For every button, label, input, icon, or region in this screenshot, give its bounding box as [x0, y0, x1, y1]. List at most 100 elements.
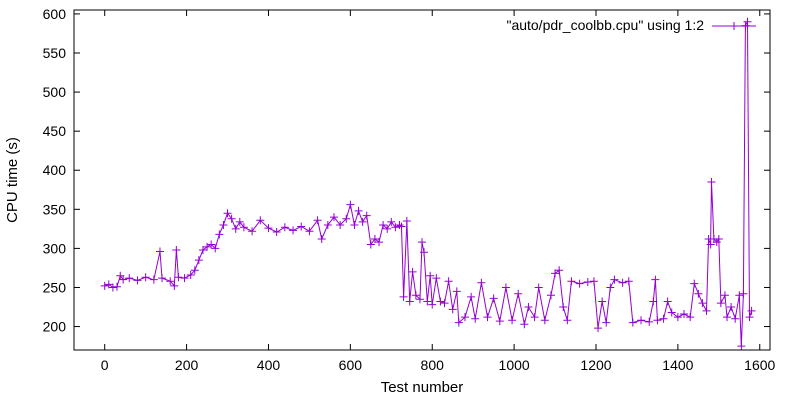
y-tick-label: 300	[43, 240, 67, 256]
data-point-marker	[336, 220, 345, 229]
data-point-marker	[180, 274, 189, 283]
data-point-marker	[231, 224, 240, 233]
data-point-marker	[395, 220, 404, 229]
data-point-marker	[489, 294, 498, 303]
data-point-marker	[575, 279, 584, 288]
data-point-marker	[272, 227, 281, 236]
data-point-marker	[387, 217, 396, 226]
data-point-marker	[653, 316, 662, 325]
data-point-marker	[141, 273, 150, 282]
data-point-marker	[402, 217, 411, 226]
data-point-marker	[530, 313, 539, 322]
x-tick-label: 1000	[499, 357, 530, 373]
data-point-marker	[448, 305, 457, 314]
data-point-marker	[534, 283, 543, 292]
data-point-marker	[166, 277, 175, 286]
data-point-marker	[501, 283, 510, 292]
data-point-marker	[694, 289, 703, 298]
data-point-marker	[720, 291, 729, 300]
data-point-marker	[358, 217, 367, 226]
data-point-marker	[583, 278, 592, 286]
data-point-marker	[100, 281, 109, 290]
x-tick-label: 800	[421, 357, 445, 373]
data-point-marker	[408, 267, 417, 276]
data-point-marker	[716, 299, 725, 308]
data-point-marker	[618, 278, 627, 287]
data-point-marker	[207, 240, 216, 249]
y-tick-label: 200	[43, 319, 67, 335]
series-line	[104, 21, 753, 347]
data-point-marker	[198, 245, 207, 254]
data-point-marker	[477, 278, 486, 287]
data-point-marker	[637, 316, 646, 325]
data-point-marker	[354, 206, 363, 215]
data-point-marker	[540, 316, 549, 325]
y-axis-label: CPU time (s)	[4, 137, 21, 223]
x-tick-label: 0	[101, 357, 109, 373]
data-point-marker	[172, 245, 181, 254]
data-point-marker	[411, 291, 420, 300]
data-point-marker	[397, 222, 406, 231]
data-point-marker	[223, 209, 232, 218]
data-point-marker	[707, 177, 716, 186]
data-point-marker	[610, 275, 619, 284]
data-point-marker	[346, 200, 355, 209]
x-tick-label: 1600	[744, 357, 775, 373]
legend: "auto/pdr_coolbb.cpu" using 1:2	[506, 17, 756, 33]
data-point-marker	[667, 308, 676, 317]
data-point-marker	[589, 277, 598, 286]
x-tick-label: 600	[339, 357, 363, 373]
data-point-marker	[651, 275, 660, 284]
data-point-marker	[215, 230, 224, 239]
data-point-marker	[602, 318, 611, 327]
data-point-marker	[649, 297, 658, 306]
data-point-marker	[606, 283, 615, 292]
data-point-marker	[219, 220, 228, 229]
data-point-marker	[739, 289, 748, 298]
data-point-marker	[194, 256, 203, 265]
data-point-marker	[149, 275, 158, 284]
data-point-marker	[317, 235, 326, 244]
data-point-marker	[440, 299, 449, 308]
data-point-marker	[426, 271, 435, 280]
data-point-marker	[158, 274, 167, 283]
data-point-marker	[289, 226, 298, 235]
data-point-marker	[436, 297, 445, 306]
data-series	[100, 17, 756, 351]
data-point-marker	[227, 214, 236, 223]
data-point-marker	[520, 320, 529, 329]
data-point-marker	[297, 222, 306, 231]
data-point-marker	[405, 297, 414, 306]
data-point-marker	[563, 316, 572, 325]
data-point-marker	[524, 303, 533, 312]
data-point-marker	[559, 303, 568, 312]
data-point-marker	[508, 316, 517, 325]
data-point-marker	[375, 238, 384, 247]
data-point-marker	[423, 297, 432, 306]
x-axis-label: Test number	[381, 379, 464, 396]
legend-entry-label: "auto/pdr_coolbb.cpu" using 1:2	[506, 17, 704, 33]
data-point-marker	[452, 287, 461, 296]
y-tick-label: 600	[43, 6, 67, 22]
data-point-marker	[104, 280, 113, 289]
data-point-marker	[170, 281, 179, 290]
data-point-marker	[495, 317, 504, 326]
data-point-marker	[186, 270, 195, 279]
data-point-marker	[366, 240, 375, 249]
data-point-marker	[624, 277, 633, 286]
y-tick-label: 350	[43, 201, 67, 217]
axis-ticks	[74, 10, 770, 350]
data-point-marker	[460, 313, 469, 322]
data-point-marker	[628, 318, 637, 327]
data-point-marker	[471, 314, 480, 323]
y-tick-label: 550	[43, 45, 67, 61]
legend-marker-sample	[730, 22, 738, 30]
data-point-marker	[680, 310, 689, 319]
data-point-marker	[690, 279, 699, 288]
data-point-marker	[743, 17, 752, 26]
data-point-marker	[737, 342, 746, 351]
data-point-marker	[594, 324, 603, 333]
data-point-marker	[415, 295, 424, 304]
